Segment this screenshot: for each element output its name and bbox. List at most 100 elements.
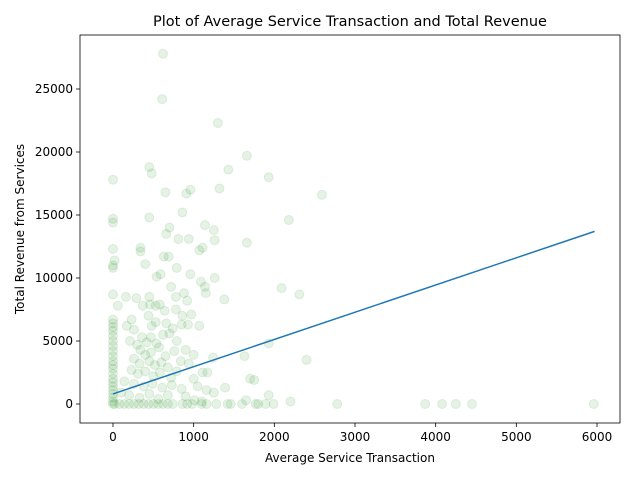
scatter-point: [199, 281, 210, 292]
scatter-point: [157, 94, 168, 105]
scatter-point: [237, 398, 248, 409]
scatter-point: [176, 383, 187, 394]
scatter-point: [197, 367, 208, 378]
scatter-point: [145, 347, 156, 358]
scatter-point: [114, 398, 125, 409]
scatter-point: [167, 323, 178, 334]
scatter-point: [177, 310, 188, 321]
scatter-point: [146, 320, 157, 331]
chart-title: Plot of Average Service Transaction and …: [153, 14, 547, 30]
scatter-point: [137, 300, 148, 311]
scatter-point: [420, 398, 431, 409]
scatter-point: [160, 187, 171, 198]
scatter-point: [185, 269, 196, 280]
scatter-point: [212, 118, 223, 129]
scatter-point: [107, 325, 118, 336]
scatter-point: [208, 387, 219, 398]
scatter-point: [283, 215, 294, 226]
scatter-point: [107, 322, 118, 333]
scatter-point: [124, 336, 135, 347]
scatter-point: [164, 328, 175, 339]
scatter-point: [128, 353, 139, 364]
scatter-point: [153, 398, 164, 409]
scatter-point: [450, 398, 461, 409]
x-tick-label: 0: [109, 430, 117, 444]
scatter-point: [151, 338, 162, 349]
scatter-point: [107, 262, 118, 273]
scatter-point: [189, 395, 200, 406]
scatter-point: [134, 392, 145, 403]
scatter-point: [437, 398, 448, 409]
scatter-point: [153, 342, 164, 353]
scatter-point: [141, 337, 152, 348]
scatter-point: [126, 314, 137, 325]
scatter-point: [143, 310, 154, 321]
scatter-point: [466, 398, 477, 409]
scatter-point: [107, 368, 118, 379]
scatter-point: [250, 398, 261, 409]
scatter-point: [201, 385, 212, 396]
scatter-point: [156, 357, 167, 368]
scatter-point: [107, 356, 118, 367]
scatter-point: [169, 346, 180, 357]
scatter-point: [301, 354, 312, 365]
scatter-point: [208, 225, 219, 236]
scatter-point: [178, 288, 189, 299]
scatter-point: [158, 329, 169, 340]
scatter-point: [153, 393, 164, 404]
scatter-point: [107, 330, 118, 341]
scatter-point: [138, 398, 149, 409]
scatter-point: [162, 398, 173, 409]
scatter-point: [253, 398, 264, 409]
fit-line: [112, 230, 595, 395]
y-tick-label: 25000: [35, 82, 73, 96]
x-axis-label: Average Service Transaction: [265, 451, 435, 465]
scatter-point: [186, 309, 197, 320]
x-tick-label: 3000: [340, 430, 371, 444]
scatter-point: [222, 398, 233, 409]
scatter-point: [202, 367, 213, 378]
scatter-point: [268, 398, 279, 409]
x-tick-label: 1000: [178, 430, 209, 444]
scatter-point: [241, 150, 252, 161]
scatter-point: [159, 305, 170, 316]
scatter-point: [107, 398, 118, 409]
y-tick-label: 15000: [35, 208, 73, 222]
scatter-point: [167, 398, 178, 409]
scatter-point: [145, 299, 156, 310]
scatter-point: [170, 304, 181, 315]
scatter-point: [137, 332, 148, 343]
scatter-point: [220, 382, 231, 393]
scatter-point: [162, 390, 173, 401]
scatter-point: [107, 341, 118, 352]
scatter-point: [182, 398, 193, 409]
scatter-point: [195, 276, 206, 287]
scatter-point: [157, 382, 168, 393]
scatter-point: [154, 367, 165, 378]
scatter-point: [241, 395, 252, 406]
scatter-point: [162, 362, 173, 373]
scatter-point: [263, 390, 274, 401]
scatter-point: [163, 251, 174, 262]
scatter-point: [140, 349, 151, 360]
scatter-point: [285, 396, 296, 407]
scatter-point: [185, 184, 196, 195]
scatter-point: [107, 381, 118, 392]
scatter-point: [194, 320, 205, 331]
scatter-point: [150, 317, 161, 328]
scatter-point: [145, 332, 156, 343]
x-tick-label: 6000: [582, 430, 613, 444]
scatter-point: [223, 164, 234, 175]
scatter-point: [107, 174, 118, 185]
scatter-point: [183, 233, 194, 244]
scatter-point: [144, 212, 155, 223]
scatter-point: [140, 366, 151, 377]
scatter-point: [107, 351, 118, 362]
scatter-point: [148, 398, 159, 409]
scatter-point: [131, 293, 142, 304]
scatter-point: [332, 398, 343, 409]
scatter-point: [158, 251, 169, 262]
scatter-point: [119, 398, 130, 409]
scatter-point: [294, 289, 305, 300]
scatter-point: [107, 373, 118, 384]
